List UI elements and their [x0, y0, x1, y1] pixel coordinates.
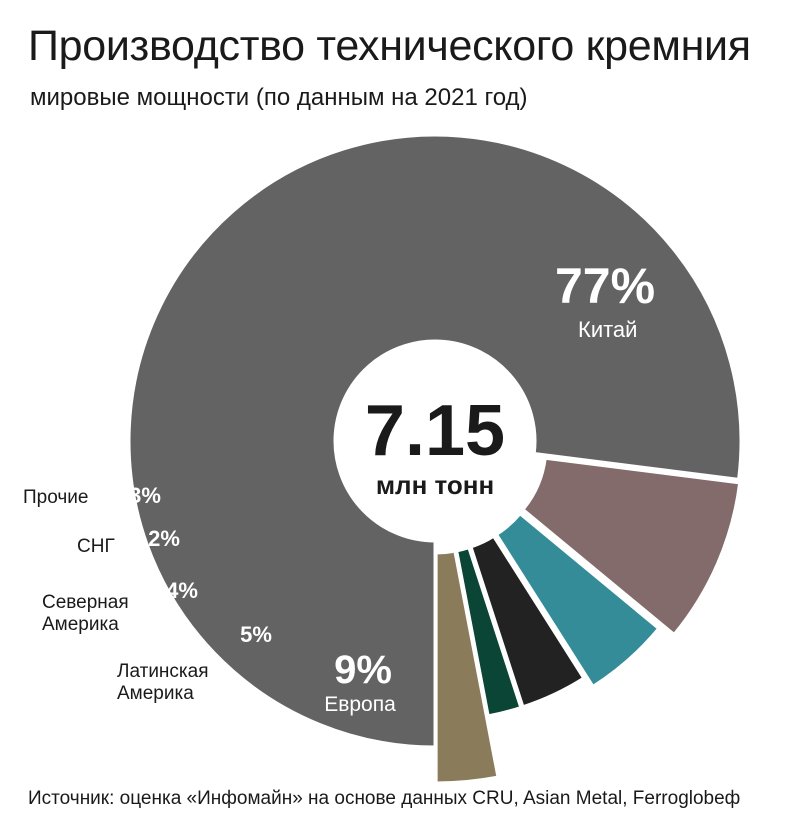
slice-6: [434, 549, 500, 785]
slice-3: [494, 511, 661, 689]
slices-group: [127, 133, 743, 785]
center-value: 7.15: [365, 391, 505, 471]
chart-subtitle: мировые мощности (по данным на 2021 год): [30, 84, 528, 111]
slice-2: [520, 456, 742, 637]
slice-name-label: Латинская Америка: [117, 661, 209, 704]
slice-percent-label: 9%: [334, 648, 392, 692]
slice-percent-label: 4%: [166, 578, 198, 603]
slice-name-label: Северная Америка: [42, 592, 129, 635]
slice-percent-label: 3%: [129, 483, 161, 508]
slice-percent-label: 2%: [148, 526, 180, 551]
slice-name-label: Прочие: [23, 487, 88, 508]
center-hole: [335, 341, 535, 541]
slice-name-label: Европа: [324, 693, 396, 716]
slice-5: [454, 545, 523, 718]
chart-title: Производство технического кремния: [28, 22, 751, 70]
source-note: Источник: оценка «Инфомайн» на основе да…: [28, 788, 741, 809]
slice-4: [469, 534, 586, 709]
slice-name-label: СНГ: [77, 536, 115, 557]
slice-name-label: Китай: [578, 317, 637, 342]
center-unit: млн тонн: [376, 470, 494, 500]
labels-group: 77% Китай 9%Европа 5% Латинская Америка 4% Севе…: [23, 258, 655, 716]
slice-percent-label: 77%: [555, 258, 655, 314]
slice-percent-label: 5%: [240, 622, 272, 647]
